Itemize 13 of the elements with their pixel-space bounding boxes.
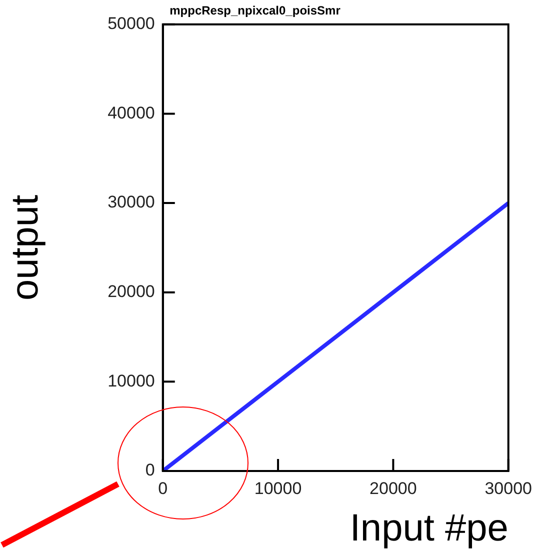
y-tick-label: 30000	[108, 192, 155, 212]
x-tick-label: 30000	[484, 478, 532, 498]
chart-title: mppcResp_npixcal0_poisSmr	[170, 4, 341, 18]
x-tick-label: 10000	[254, 478, 302, 498]
y-axis-title: output	[4, 194, 46, 301]
y-tick-label: 50000	[108, 14, 155, 34]
x-tick-label: 20000	[370, 478, 417, 498]
y-tick-label: 20000	[108, 282, 155, 302]
y-tick-label: 0	[145, 460, 155, 480]
y-tick-label: 10000	[108, 371, 155, 390]
y-tick-label: 40000	[108, 103, 155, 122]
x-axis-title: Input #pe	[350, 508, 508, 550]
x-tick-label: 0	[158, 478, 168, 498]
